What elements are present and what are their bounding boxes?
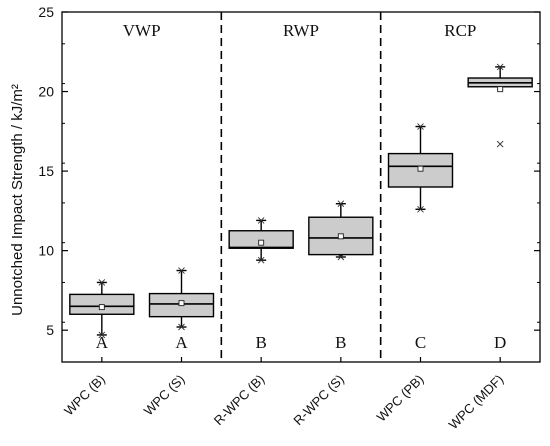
- plot-area: 5 10 15 20 25 VWP RWP RCP A WPC (B) A WPC (S) B R-WPC…: [38, 4, 541, 433]
- extreme-marker: [257, 217, 265, 224]
- group-label: RWP: [283, 21, 319, 40]
- significance-letter: C: [415, 333, 426, 352]
- mean-marker: [98, 304, 105, 311]
- significance-letter: D: [494, 333, 506, 352]
- mean-marker: [497, 86, 504, 93]
- y-tick-label: 15: [38, 163, 54, 179]
- significance-letter: A: [175, 333, 188, 352]
- extreme-marker: [98, 279, 106, 286]
- extreme-marker: [257, 256, 265, 264]
- mean-marker: [178, 300, 185, 307]
- x-tick-label: WPC (PB): [374, 372, 427, 425]
- group-label: VWP: [123, 21, 161, 40]
- group-label: RCP: [444, 21, 476, 40]
- extreme-marker: [417, 123, 424, 130]
- y-axis-label: Unnotched Impact Strength / kJ/m²: [9, 84, 26, 316]
- y-tick-label: 25: [38, 4, 54, 20]
- y-tick-label: 10: [38, 243, 54, 259]
- y-tick-label: 20: [38, 84, 54, 100]
- x-tick-label: WPC (B): [61, 372, 108, 419]
- x-tick-label: WPC (MDF): [446, 372, 507, 433]
- extreme-marker: [178, 323, 185, 331]
- y-tick-label: 5: [46, 322, 54, 338]
- mean-marker: [417, 165, 424, 172]
- significance-letter: B: [335, 333, 346, 352]
- extreme-marker: [178, 267, 185, 274]
- extreme-marker: [417, 205, 424, 213]
- x-tick-label: WPC (S): [141, 372, 188, 419]
- significance-letter: B: [255, 333, 266, 352]
- mean-marker: [258, 239, 265, 246]
- x-tick-label: R-WPC (S): [290, 372, 347, 429]
- plot-frame: [61, 11, 541, 363]
- outlier-marker: [496, 140, 504, 148]
- x-tick-label: R-WPC (B): [211, 372, 268, 429]
- extreme-marker: [496, 63, 504, 71]
- extreme-marker: [337, 200, 345, 208]
- significance-letter: A: [96, 333, 109, 352]
- mean-marker: [337, 233, 344, 240]
- extreme-marker: [98, 331, 106, 339]
